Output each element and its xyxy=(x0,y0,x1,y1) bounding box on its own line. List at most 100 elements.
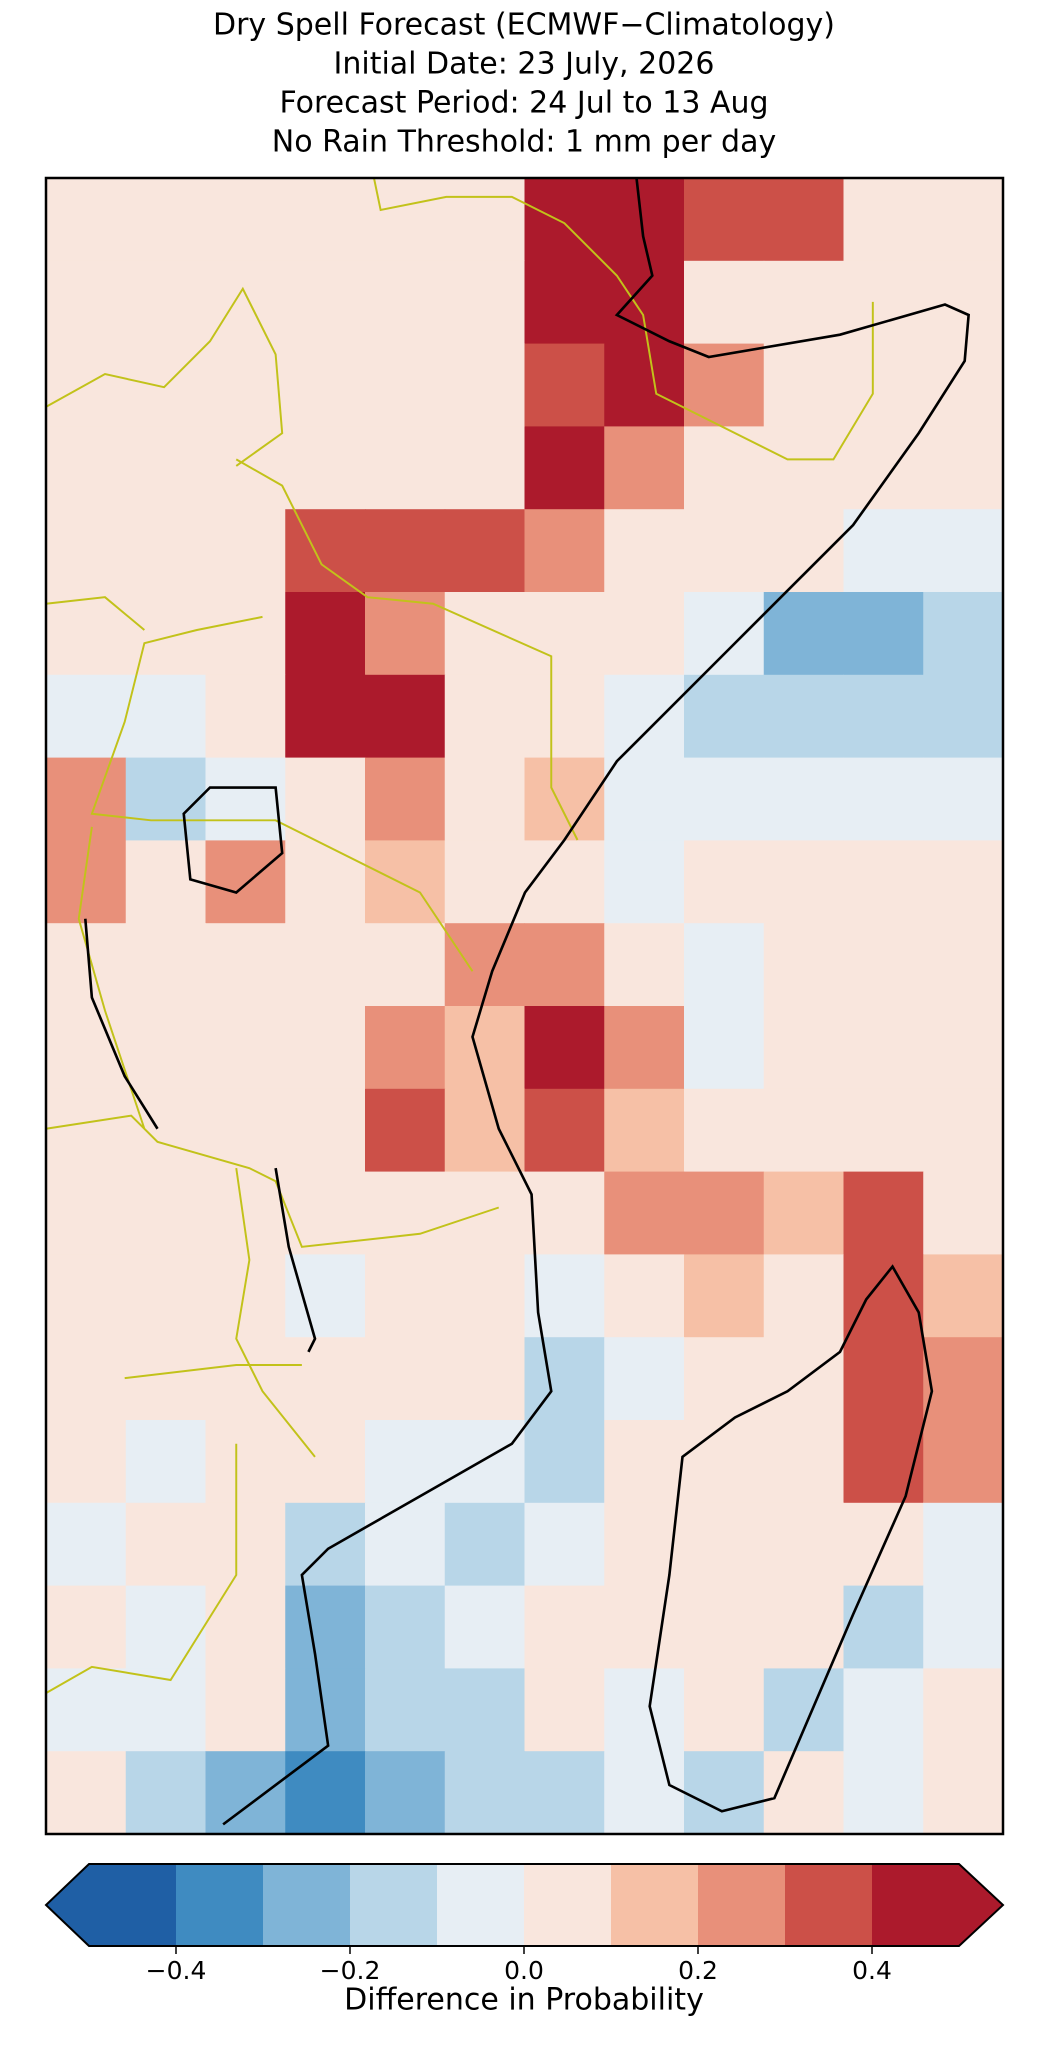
grid-cell xyxy=(205,1337,286,1421)
grid-cell xyxy=(205,1502,286,1587)
grid-cell xyxy=(444,592,525,676)
grid-cell xyxy=(285,757,366,841)
grid-cell xyxy=(763,757,844,841)
grid-cell xyxy=(524,1171,605,1255)
map-grid xyxy=(46,178,1004,1835)
grid-cell xyxy=(684,426,765,510)
grid-cell xyxy=(285,923,366,1007)
colorbar-swatch xyxy=(176,1864,264,1946)
grid-cell xyxy=(763,1254,844,1338)
grid-cell xyxy=(125,674,206,759)
grid-cell xyxy=(365,1502,446,1587)
grid-cell xyxy=(285,1088,366,1173)
grid-cell xyxy=(205,592,286,676)
grid-cell xyxy=(843,674,924,759)
grid-cell xyxy=(684,1171,765,1255)
grid-cell xyxy=(125,509,206,593)
grid-cell xyxy=(923,1088,1004,1173)
grid-cell xyxy=(365,1088,446,1173)
grid-cell xyxy=(763,178,844,262)
grid-cell xyxy=(125,1088,206,1173)
grid-cell xyxy=(843,1668,924,1752)
colorbar-extend-max xyxy=(959,1864,1003,1946)
grid-cell xyxy=(125,840,206,924)
colorbar-label: Difference in Probability xyxy=(344,1983,704,2018)
grid-cell xyxy=(444,757,525,841)
grid-cell xyxy=(285,1420,366,1504)
grid-cell xyxy=(205,178,286,262)
grid-cell xyxy=(46,426,127,510)
grid-cell xyxy=(285,343,366,427)
chart-title: No Rain Threshold: 1 mm per day xyxy=(272,125,776,160)
grid-cell xyxy=(604,426,685,510)
grid-cell xyxy=(923,1502,1004,1587)
grid-cell xyxy=(843,178,924,262)
grid-cell xyxy=(763,426,844,510)
grid-cell xyxy=(684,260,765,345)
grid-cell xyxy=(46,1337,127,1421)
grid-cell xyxy=(285,1502,366,1587)
grid-cell xyxy=(763,1420,844,1504)
grid-cell xyxy=(843,509,924,593)
grid-cell xyxy=(684,1502,765,1587)
grid-cell xyxy=(365,757,446,841)
grid-cell xyxy=(923,260,1004,345)
grid-cell xyxy=(843,1337,924,1421)
grid-cell xyxy=(205,1420,286,1504)
grid-cell xyxy=(763,674,844,759)
grid-cell xyxy=(444,1420,525,1504)
grid-cell xyxy=(125,592,206,676)
grid-cell xyxy=(365,1420,446,1504)
grid-cell xyxy=(125,1751,206,1835)
grid-cell xyxy=(843,1171,924,1255)
grid-cell xyxy=(365,509,446,593)
colorbar-swatch xyxy=(872,1864,960,1946)
grid-cell xyxy=(205,260,286,345)
grid-cell xyxy=(604,674,685,759)
grid-cell xyxy=(843,426,924,510)
colorbar: −0.4 −0.2 0.0 0.2 0.4 xyxy=(44,1863,1005,1985)
colorbar-tick-label: −0.4 xyxy=(146,1956,207,1985)
grid-cell xyxy=(444,1337,525,1421)
grid-cell xyxy=(365,178,446,262)
grid-cell xyxy=(46,1088,127,1173)
grid-cell xyxy=(524,674,605,759)
grid-cell xyxy=(285,509,366,593)
grid-cell xyxy=(285,178,366,262)
grid-cell xyxy=(923,178,1004,262)
colorbar-swatch xyxy=(611,1864,699,1946)
grid-cell xyxy=(524,592,605,676)
grid-cell xyxy=(285,260,366,345)
grid-cell xyxy=(46,1420,127,1504)
grid-cell xyxy=(684,509,765,593)
grid-cell xyxy=(125,923,206,1007)
grid-cell xyxy=(444,343,525,427)
grid-cell xyxy=(46,1171,127,1255)
grid-cell xyxy=(763,1006,844,1090)
grid-cell xyxy=(524,1420,605,1504)
grid-cell xyxy=(843,592,924,676)
grid-cell xyxy=(205,674,286,759)
grid-cell xyxy=(684,178,765,262)
grid-cell xyxy=(46,1751,127,1835)
grid-cell xyxy=(205,1254,286,1338)
grid-cell xyxy=(604,178,685,262)
colorbar-swatch xyxy=(524,1864,612,1946)
grid-cell xyxy=(285,1006,366,1090)
grid-cell xyxy=(923,1668,1004,1752)
grid-cell xyxy=(365,343,446,427)
grid-cell xyxy=(125,1337,206,1421)
grid-cell xyxy=(365,1751,446,1835)
geography xyxy=(45,178,971,1826)
grid-cell xyxy=(923,592,1004,676)
grid-cell xyxy=(365,1585,446,1669)
grid-cell xyxy=(205,1171,286,1255)
grid-cell xyxy=(524,260,605,345)
grid-cell xyxy=(684,1088,765,1173)
grid-cell xyxy=(763,1502,844,1587)
grid-cell xyxy=(843,343,924,427)
grid-cell xyxy=(524,1585,605,1669)
grid-cell xyxy=(285,1254,366,1338)
grid-cell xyxy=(125,1171,206,1255)
grid-cell xyxy=(365,592,446,676)
